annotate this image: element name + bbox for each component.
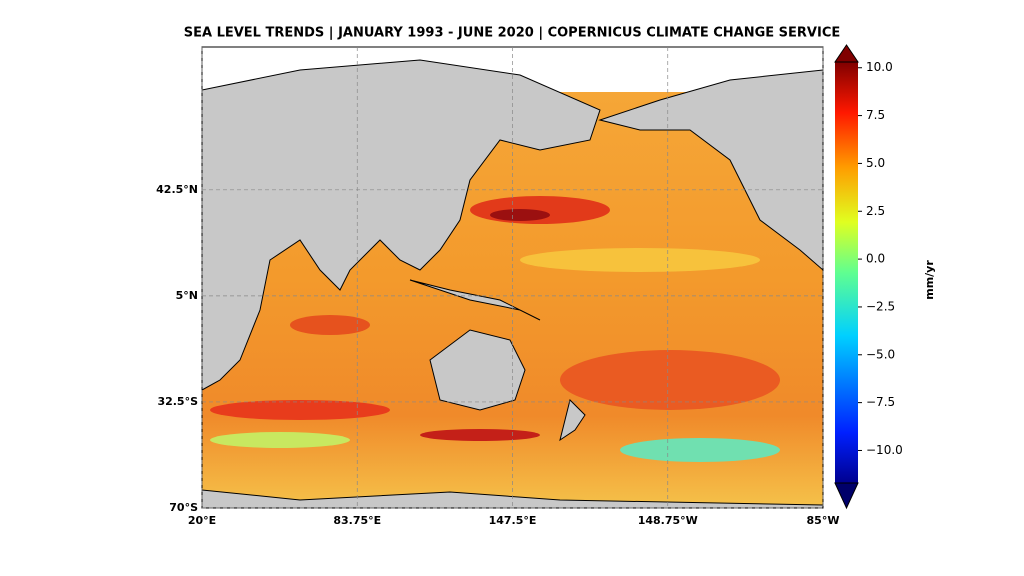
colorbar-tick-label: −2.5 [866, 299, 895, 313]
colorbar-tick-label: −10.0 [866, 443, 903, 457]
colorbar-tick-label: 5.0 [866, 156, 885, 170]
lon-tick-label: 85°W [807, 514, 840, 527]
colorbar [835, 62, 858, 483]
lon-tick-label: 83.75°E [333, 514, 381, 527]
lat-tick-label: 5°N [176, 289, 198, 302]
colorbar-tick-label: 7.5 [866, 108, 885, 122]
colorbar-tick-label: −7.5 [866, 395, 895, 409]
colorbar-extend-top [834, 44, 859, 63]
lon-tick-label: 148.75°W [638, 514, 698, 527]
colorbar-tick-label: 0.0 [866, 252, 885, 266]
colorbar-label: mm/yr [923, 260, 936, 300]
lon-tick-label: 147.5°E [489, 514, 537, 527]
colorbar-tick-label: 2.5 [866, 204, 885, 218]
lat-tick-label: 42.5°N [156, 183, 198, 196]
lat-tick-label: 32.5°S [157, 395, 198, 408]
map [202, 47, 823, 508]
colorbar-extend-bottom [834, 482, 859, 510]
title: SEA LEVEL TRENDS | JANUARY 1993 - JUNE 2… [184, 26, 841, 41]
lon-tick-label: 20°E [188, 514, 216, 527]
colorbar-tick-label: 10.0 [866, 60, 893, 74]
colorbar-tick-label: −5.0 [866, 347, 895, 361]
lat-tick-label: 70°S [169, 501, 198, 514]
